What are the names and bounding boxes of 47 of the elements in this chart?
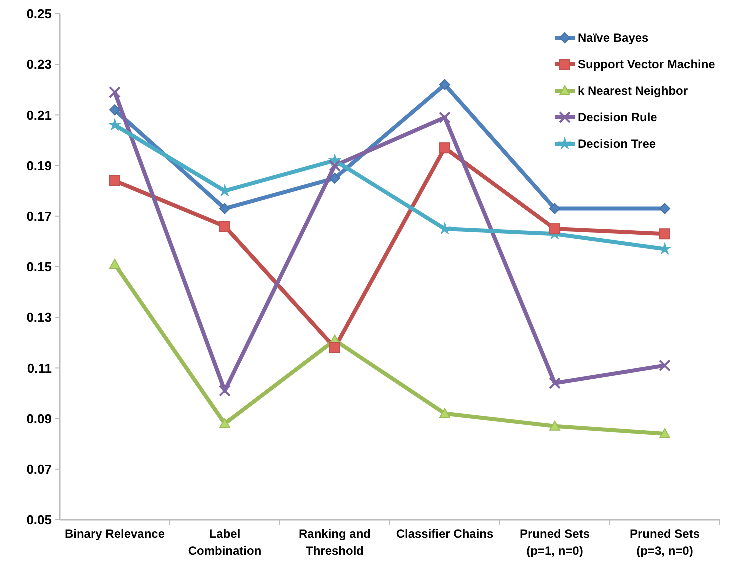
point bbox=[660, 203, 670, 214]
y-tick-label: 0.13 bbox=[26, 310, 52, 326]
point bbox=[550, 203, 560, 214]
point bbox=[220, 203, 230, 214]
point bbox=[110, 258, 120, 269]
point bbox=[329, 160, 341, 172]
point bbox=[330, 172, 340, 184]
x-tick-label: Binary Relevance bbox=[64, 527, 166, 541]
point bbox=[660, 428, 670, 438]
y-tick-label: 0.17 bbox=[26, 208, 52, 224]
y-tick-label: 0.05 bbox=[26, 512, 52, 528]
legend-label: Naïve Bayes bbox=[578, 31, 650, 46]
point bbox=[550, 420, 560, 431]
point bbox=[220, 221, 230, 232]
point bbox=[219, 384, 231, 397]
point bbox=[549, 377, 561, 390]
x-tick-label: Pruned Sets (p=1, n=0) bbox=[520, 527, 590, 558]
point bbox=[110, 175, 120, 186]
legend-label: Decision Tree bbox=[578, 137, 656, 152]
legend-label: Decision Rule bbox=[578, 110, 658, 125]
point bbox=[440, 79, 450, 90]
x-tick-label: Classifier Chains bbox=[396, 527, 494, 541]
point bbox=[108, 118, 122, 131]
point bbox=[110, 104, 120, 116]
point bbox=[109, 86, 121, 98]
point bbox=[550, 224, 560, 235]
y-tick-label: 0.11 bbox=[27, 360, 52, 376]
y-tick-label: 0.15 bbox=[26, 260, 52, 275]
legend-label: Support Vector Machine bbox=[578, 58, 716, 72]
legend-label: k Nearest Neighbor bbox=[578, 84, 688, 98]
point bbox=[330, 342, 340, 354]
point bbox=[440, 142, 450, 154]
point bbox=[438, 222, 452, 235]
y-tick-label: 0.07 bbox=[26, 462, 52, 477]
y-tick-label: 0.09 bbox=[26, 411, 52, 426]
y-tick-label: 0.19 bbox=[26, 158, 52, 174]
point bbox=[439, 112, 451, 124]
x-tick-label: Pruned Sets (p=3, n=0) bbox=[630, 527, 700, 558]
y-tick-label: 0.21 bbox=[26, 108, 52, 123]
y-tick-label: 0.23 bbox=[26, 57, 52, 72]
point bbox=[660, 228, 670, 240]
point bbox=[220, 418, 230, 428]
y-tick-label: 0.25 bbox=[26, 6, 52, 22]
x-tick-label: Ranking and Threshold bbox=[298, 527, 372, 558]
x-tick-label: Label Combination bbox=[188, 527, 262, 558]
point bbox=[659, 360, 671, 372]
point bbox=[440, 408, 450, 418]
